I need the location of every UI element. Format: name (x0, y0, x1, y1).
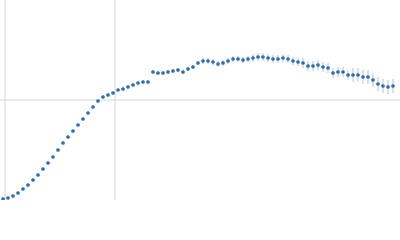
data-point (206, 59, 210, 63)
data-point (281, 56, 285, 60)
data-point (391, 84, 395, 88)
data-point (321, 65, 325, 69)
data-point (11, 194, 15, 198)
data-point (216, 62, 220, 66)
data-point (201, 59, 205, 63)
data-point (131, 83, 135, 87)
data-point (66, 135, 70, 139)
data-point (161, 71, 165, 75)
data-point (151, 70, 155, 74)
data-point (141, 80, 145, 84)
data-point (296, 60, 300, 64)
data-point (291, 59, 295, 63)
data-point (146, 80, 150, 84)
data-point (41, 167, 45, 171)
data-point (186, 67, 190, 71)
data-point (366, 75, 370, 79)
data-point (221, 61, 225, 65)
data-point (251, 56, 255, 60)
data-point (191, 65, 195, 69)
data-point (261, 55, 265, 59)
data-point (1, 197, 5, 200)
data-point (31, 178, 35, 182)
data-point (361, 75, 365, 79)
data-point (36, 173, 40, 177)
data-point (116, 88, 120, 92)
data-point (266, 56, 270, 60)
data-point (246, 57, 250, 61)
data-point (211, 60, 215, 64)
data-point (301, 61, 305, 65)
data-point (236, 57, 240, 61)
data-point (241, 58, 245, 62)
data-point (166, 70, 170, 74)
data-point (81, 117, 85, 121)
data-point (101, 95, 105, 99)
data-point (376, 82, 380, 86)
data-point (86, 111, 90, 115)
data-point (311, 64, 315, 68)
data-point (56, 148, 60, 152)
data-point (226, 59, 230, 63)
data-point (316, 63, 320, 67)
data-point (381, 84, 385, 88)
data-point (121, 87, 125, 91)
data-point (136, 81, 140, 85)
data-point (51, 155, 55, 159)
data-point (231, 57, 235, 61)
data-point (171, 69, 175, 73)
data-point (26, 183, 30, 187)
data-point (341, 70, 345, 74)
data-point (346, 73, 350, 77)
data-point (196, 61, 200, 65)
data-point (71, 129, 75, 133)
data-point (286, 57, 290, 61)
data-point (156, 71, 160, 75)
data-point (371, 78, 375, 82)
data-point (306, 64, 310, 68)
data-point (6, 196, 10, 200)
data-point (386, 85, 390, 89)
data-point (351, 73, 355, 77)
data-point (181, 70, 185, 74)
data-point (111, 91, 115, 95)
data-point (356, 73, 360, 77)
data-point (76, 123, 80, 127)
data-point (126, 85, 130, 89)
data-point (326, 66, 330, 70)
data-point (271, 57, 275, 61)
data-point (276, 57, 280, 61)
data-point (96, 99, 100, 103)
data-point (91, 105, 95, 109)
data-point (176, 68, 180, 72)
data-point (46, 161, 50, 165)
data-point (331, 71, 335, 75)
data-point (106, 93, 110, 97)
data-point (61, 141, 65, 145)
data-point (336, 70, 340, 74)
data-point (256, 55, 260, 59)
data-point (21, 187, 25, 191)
chart (0, 0, 400, 200)
data-point (16, 191, 20, 195)
